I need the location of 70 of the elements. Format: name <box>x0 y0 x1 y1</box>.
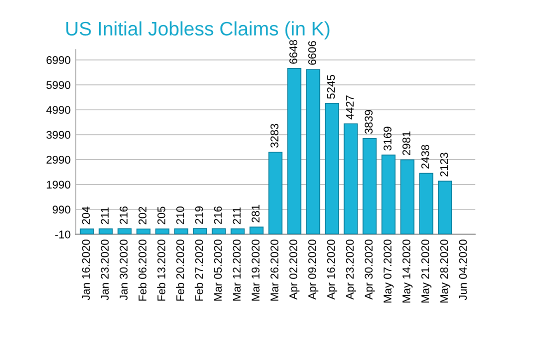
y-tick-label: 3990 <box>46 130 70 139</box>
bar <box>400 159 414 234</box>
data-label: 219 <box>195 206 203 224</box>
bar <box>192 228 208 234</box>
bar <box>381 154 396 234</box>
bar <box>306 69 320 234</box>
data-label: 2981 <box>402 131 410 156</box>
bar <box>419 172 434 234</box>
x-tick-label: Feb 20.2020 <box>176 240 184 301</box>
data-label: 4427 <box>346 95 354 120</box>
x-tick-label: Apr 16.2020 <box>327 240 338 300</box>
y-tick-label: -10 <box>55 230 70 238</box>
y-tick-label: 1990 <box>46 180 70 189</box>
x-tick-label: May 21.2020 <box>421 240 432 302</box>
data-label: 211 <box>100 207 109 224</box>
bar <box>324 102 339 234</box>
x-tick-label: Mar 05.2020 <box>214 240 222 301</box>
bar <box>118 228 132 234</box>
bar <box>174 228 188 234</box>
x-tick-label: Jan 23.2020 <box>100 240 109 300</box>
x-tick-label: Mar 12.2020 <box>232 240 241 301</box>
data-label: 211 <box>232 207 241 224</box>
bar <box>155 228 170 234</box>
x-tick-label: Mar 19.2020 <box>252 240 260 301</box>
y-tick-label: 990 <box>52 206 70 214</box>
data-label: 216 <box>214 206 222 224</box>
data-label: 5245 <box>327 74 335 99</box>
bar <box>212 228 226 234</box>
chart-title: US Initial Jobless Claims (in K) <box>66 21 330 40</box>
x-tick-label: May 14.2020 <box>402 240 413 302</box>
data-label: 3839 <box>364 110 373 134</box>
bar <box>136 228 150 234</box>
x-tick-label: Jan 16.2020 <box>82 240 90 300</box>
bar <box>344 123 358 234</box>
x-tick-label: Feb 13.2020 <box>157 240 166 301</box>
data-label: 281 <box>252 204 260 222</box>
data-label: 204 <box>82 206 90 224</box>
x-tick-label: Feb 27.2020 <box>194 240 203 301</box>
bar <box>98 228 113 234</box>
y-tick-label: 6990 <box>46 56 70 64</box>
x-tick-label: Jan 30.2020 <box>120 240 128 300</box>
y-tick-label: 5990 <box>46 81 70 89</box>
data-label: 202 <box>138 206 146 224</box>
bar <box>362 138 377 234</box>
bar <box>438 180 452 234</box>
x-tick-label: Apr 02.2020 <box>289 240 300 300</box>
data-label: 3283 <box>270 124 278 148</box>
y-tick-label: 4990 <box>46 106 70 114</box>
x-tick-label: May 07.2020 <box>384 240 394 302</box>
y-tick-label: 2990 <box>46 156 70 164</box>
data-label: 205 <box>157 206 166 224</box>
bar <box>230 228 245 234</box>
bar <box>80 228 94 234</box>
x-tick-label: Mar 26.2020 <box>270 240 278 301</box>
data-label: 210 <box>176 206 184 224</box>
data-label: 3169 <box>384 126 392 151</box>
x-tick-label: Feb 06.2020 <box>138 240 146 301</box>
x-tick-label: Apr 23.2020 <box>346 240 356 300</box>
x-tick-label: Apr 30.2020 <box>364 240 375 300</box>
bar <box>268 152 282 234</box>
x-tick-label: Apr 09.2020 <box>308 240 318 300</box>
data-label: 6648 <box>289 40 298 64</box>
data-label: 6606 <box>308 41 316 65</box>
x-tick-label: Jun 04.2020 <box>459 240 467 300</box>
bar <box>287 68 302 234</box>
data-label: 2123 <box>440 152 448 176</box>
data-label: 2438 <box>421 144 430 169</box>
x-tick-label: May 28.2020 <box>440 240 450 302</box>
data-label: 216 <box>120 206 128 224</box>
bar <box>250 226 264 234</box>
